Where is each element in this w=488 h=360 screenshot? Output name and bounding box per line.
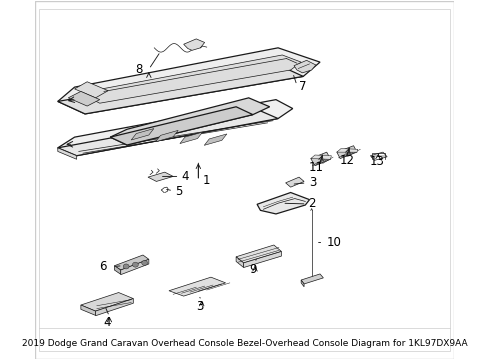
Polygon shape bbox=[236, 257, 243, 267]
Text: 9: 9 bbox=[248, 263, 256, 276]
Text: 10: 10 bbox=[325, 236, 341, 249]
Polygon shape bbox=[336, 146, 356, 158]
Circle shape bbox=[142, 260, 147, 265]
Polygon shape bbox=[169, 277, 225, 296]
Text: 11: 11 bbox=[308, 161, 323, 174]
Polygon shape bbox=[183, 39, 204, 50]
Polygon shape bbox=[68, 91, 100, 106]
Polygon shape bbox=[236, 245, 281, 263]
Text: 2: 2 bbox=[307, 197, 315, 211]
Polygon shape bbox=[285, 177, 304, 187]
Polygon shape bbox=[310, 155, 331, 159]
Text: 13: 13 bbox=[368, 154, 383, 167]
Text: 3: 3 bbox=[308, 176, 315, 189]
Polygon shape bbox=[148, 172, 173, 181]
Polygon shape bbox=[180, 132, 202, 144]
Text: 7: 7 bbox=[299, 80, 306, 93]
Polygon shape bbox=[114, 266, 121, 274]
Polygon shape bbox=[81, 293, 133, 311]
Polygon shape bbox=[58, 111, 278, 156]
Polygon shape bbox=[110, 107, 252, 145]
Text: 6: 6 bbox=[99, 260, 107, 273]
Text: 4: 4 bbox=[181, 170, 189, 183]
Text: 2019 Dodge Grand Caravan Overhead Console Bezel-Overhead Console Diagram for 1KL: 2019 Dodge Grand Caravan Overhead Consol… bbox=[21, 339, 467, 348]
Polygon shape bbox=[310, 152, 330, 166]
Polygon shape bbox=[58, 100, 292, 156]
Polygon shape bbox=[114, 255, 148, 270]
Polygon shape bbox=[110, 98, 269, 145]
Text: 3: 3 bbox=[196, 300, 203, 313]
Polygon shape bbox=[131, 129, 154, 140]
Text: 8: 8 bbox=[135, 63, 142, 76]
Polygon shape bbox=[257, 193, 309, 214]
Polygon shape bbox=[58, 64, 303, 114]
Polygon shape bbox=[301, 280, 304, 287]
Polygon shape bbox=[204, 134, 226, 145]
Polygon shape bbox=[301, 274, 323, 284]
Polygon shape bbox=[81, 305, 95, 315]
Text: 12: 12 bbox=[339, 154, 354, 167]
Polygon shape bbox=[155, 130, 178, 142]
Polygon shape bbox=[336, 149, 357, 152]
Polygon shape bbox=[243, 251, 281, 267]
Polygon shape bbox=[95, 298, 133, 316]
Circle shape bbox=[132, 262, 138, 267]
Polygon shape bbox=[58, 48, 319, 114]
Text: 4: 4 bbox=[103, 316, 111, 329]
Text: 1: 1 bbox=[202, 174, 210, 187]
Polygon shape bbox=[121, 259, 148, 275]
Text: 5: 5 bbox=[175, 185, 182, 198]
Polygon shape bbox=[58, 148, 77, 159]
Polygon shape bbox=[75, 82, 108, 98]
Polygon shape bbox=[293, 60, 315, 73]
Polygon shape bbox=[89, 55, 301, 103]
Circle shape bbox=[123, 264, 129, 269]
